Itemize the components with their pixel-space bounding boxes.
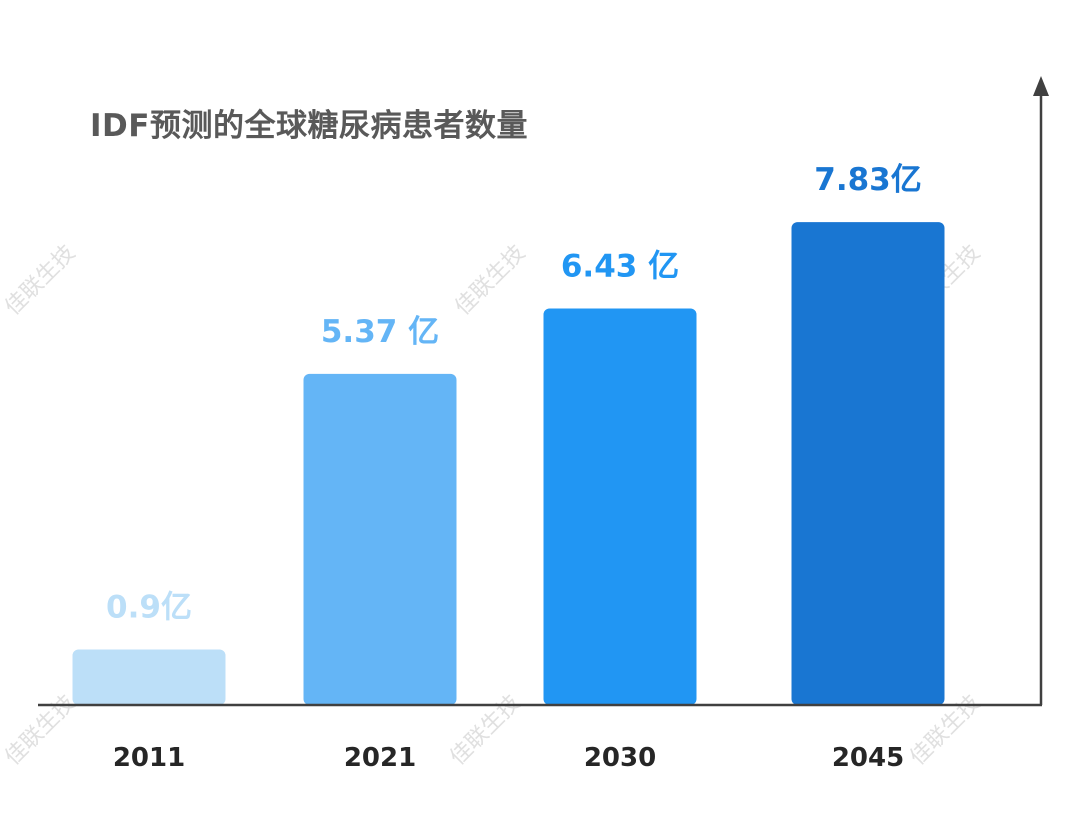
value-label-2021: 5.37 亿 <box>321 314 439 350</box>
bar-2011 <box>72 649 226 705</box>
y-axis-arrowhead <box>1033 76 1049 96</box>
value-label-2030: 6.43 亿 <box>561 248 679 284</box>
chart-title: IDF预测的全球糖尿病患者数量 <box>90 108 528 144</box>
watermark-text: 佳联生技 <box>445 690 525 770</box>
bar-2030 <box>543 308 697 705</box>
x-tick-label-2030: 2030 <box>584 743 656 773</box>
x-tick-label-2021: 2021 <box>344 743 416 773</box>
value-label-2045: 7.83亿 <box>814 162 922 198</box>
x-tick-label-2011: 2011 <box>113 743 185 773</box>
value-label-2011: 0.9亿 <box>106 590 192 626</box>
watermark-text: 佳联生技 <box>0 240 80 320</box>
watermark-text: 佳联生技 <box>450 240 530 320</box>
bar-2021 <box>303 373 457 705</box>
bar-2045 <box>791 222 945 705</box>
x-tick-label-2045: 2045 <box>832 743 904 773</box>
watermark-text: 佳联生技 <box>0 690 80 770</box>
